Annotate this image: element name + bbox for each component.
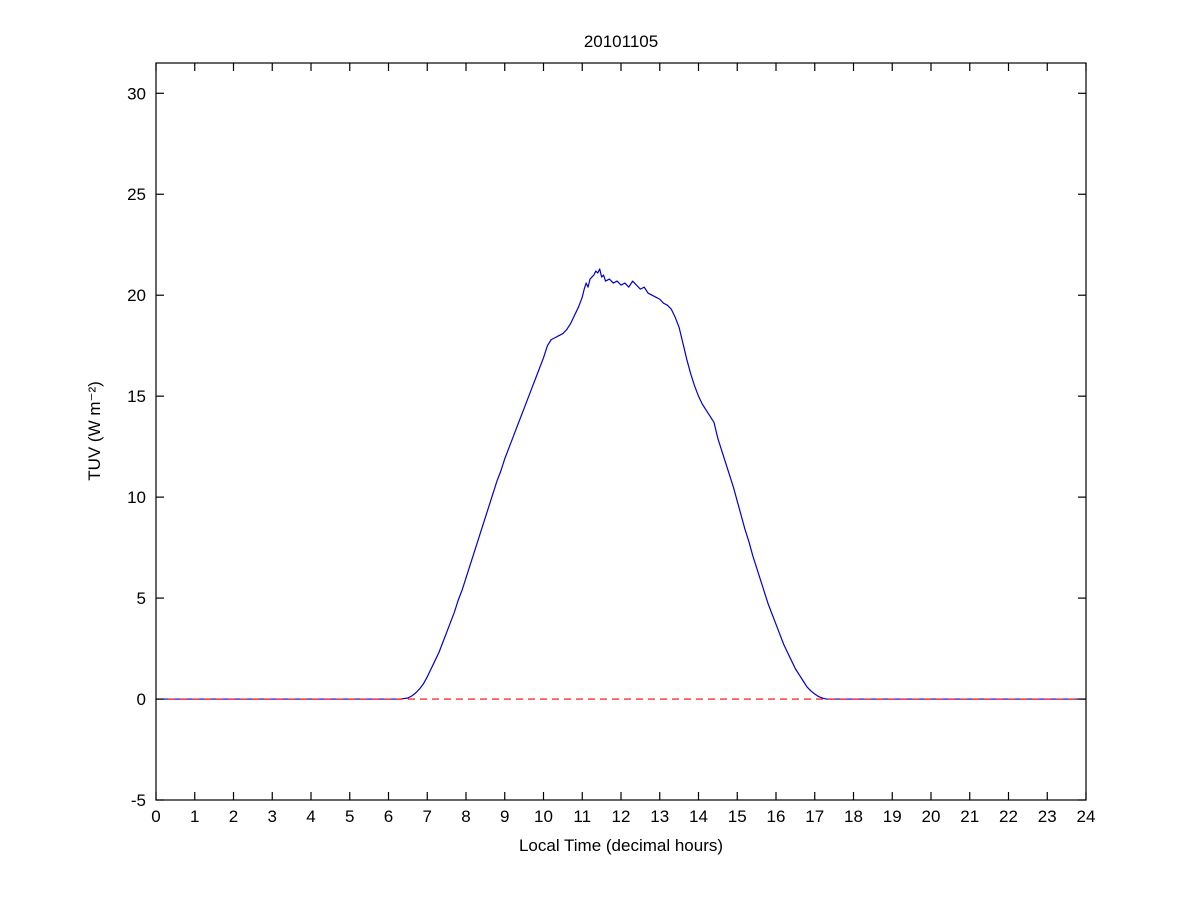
axes-group: [155, 62, 1087, 801]
x-tick-label: 8: [461, 807, 470, 826]
x-tick-label: 12: [612, 807, 631, 826]
y-tick-label: 25: [127, 185, 146, 204]
x-tick-label: 11: [573, 807, 591, 826]
x-tick-label: 15: [728, 807, 747, 826]
x-tick-label: 18: [844, 807, 863, 826]
y-tick-label: 5: [137, 589, 146, 608]
x-axis-label: Local Time (decimal hours): [518, 836, 724, 855]
x-tick-label: 22: [999, 807, 1018, 826]
data-series-group: [156, 268, 1086, 700]
x-tick-label: 20: [922, 807, 941, 826]
x-tick-label: 16: [767, 807, 786, 826]
x-tick-label: 3: [268, 807, 277, 826]
tuv-series-line: [156, 268, 1086, 700]
x-tick-label: 2: [229, 807, 238, 826]
chart-title: 20101105: [583, 32, 659, 51]
x-tick-label: 19: [883, 807, 902, 826]
x-tick-label: 6: [384, 807, 393, 826]
x-tick-label: 10: [534, 807, 553, 826]
tick-labels-group: 0 1 2 3 4 5 6 7 8 9 10 11 12 13 14 15 16 17 18 19 20 21 22 23 24…: [127, 84, 1095, 826]
x-tick-label: 24: [1077, 807, 1096, 826]
x-tick-label: 23: [1038, 807, 1057, 826]
y-tick-label: 0: [137, 690, 146, 709]
x-tick-label: 4: [306, 807, 315, 826]
x-tick-label: 5: [345, 807, 354, 826]
x-tick-label: 9: [500, 807, 509, 826]
x-tick-label: 21: [960, 807, 979, 826]
y-tick-label: -5: [131, 791, 146, 810]
x-tick-label: 1: [190, 807, 199, 826]
axes-box: [155, 62, 1087, 801]
x-tick-label: 13: [650, 807, 669, 826]
y-tick-label: 20: [127, 286, 146, 305]
x-tick-label: 0: [151, 807, 160, 826]
y-tick-label: 15: [127, 387, 146, 406]
x-tick-label: 17: [805, 807, 824, 826]
y-tick-label: 30: [127, 84, 146, 103]
x-tick-label: 14: [689, 807, 708, 826]
y-tick-label: 10: [127, 488, 146, 507]
x-tick-label: 7: [423, 807, 432, 826]
